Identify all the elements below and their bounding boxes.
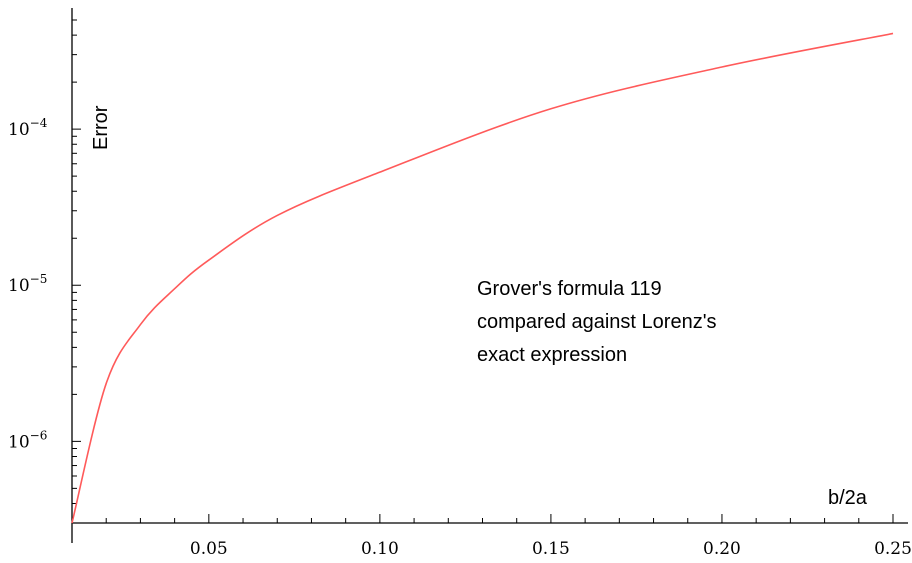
y-tick-label: 10−5 — [8, 272, 47, 296]
annotation: Grover's formula 119 compared against Lo… — [477, 278, 717, 366]
annotation-line-3: exact expression — [477, 344, 627, 366]
annotation-line-2: compared against Lorenz's — [477, 311, 717, 333]
y-tick-label: 10−6 — [8, 428, 47, 452]
y-axis-label: Error — [90, 105, 112, 150]
x-tick-label: 0.25 — [874, 539, 912, 559]
series-line-error — [71, 32, 894, 524]
tick-labels: 0.05 0.10 0.15 0.20 0.25 10−4 10−5 10−6 — [8, 116, 912, 559]
x-axis-label: b/2a — [828, 487, 868, 509]
axes — [71, 8, 908, 543]
x-tick-label: 0.20 — [703, 539, 741, 559]
x-tick-label: 0.15 — [532, 539, 570, 559]
x-tick-label: 0.05 — [190, 539, 228, 559]
annotation-line-1: Grover's formula 119 — [477, 278, 662, 300]
ticks — [72, 19, 894, 524]
y-tick-label: 10−4 — [8, 116, 48, 140]
x-tick-label: 0.10 — [361, 539, 399, 559]
